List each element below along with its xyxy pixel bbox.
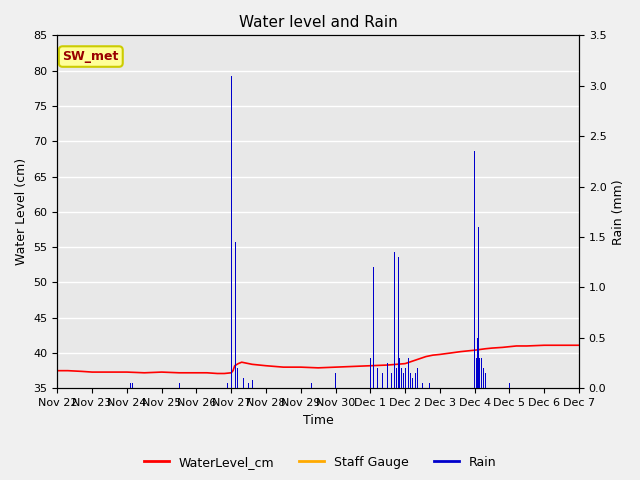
- Bar: [401, 368, 402, 388]
- Bar: [417, 368, 418, 388]
- Bar: [476, 358, 477, 388]
- Bar: [382, 373, 383, 388]
- Legend: WaterLevel_cm, Staff Gauge, Rain: WaterLevel_cm, Staff Gauge, Rain: [138, 451, 502, 474]
- Bar: [232, 368, 234, 388]
- Bar: [377, 368, 378, 388]
- Bar: [509, 383, 510, 388]
- Text: SW_met: SW_met: [63, 50, 119, 63]
- Bar: [408, 358, 409, 388]
- Bar: [399, 358, 401, 388]
- Bar: [311, 383, 312, 388]
- Bar: [373, 267, 374, 388]
- Bar: [130, 383, 131, 388]
- Bar: [429, 383, 430, 388]
- Bar: [477, 227, 479, 388]
- Bar: [231, 76, 232, 388]
- Bar: [412, 378, 413, 388]
- Bar: [404, 368, 406, 388]
- Bar: [227, 383, 228, 388]
- Bar: [237, 368, 238, 388]
- X-axis label: Time: Time: [303, 414, 333, 427]
- Bar: [370, 358, 371, 388]
- Bar: [335, 373, 336, 388]
- Bar: [474, 151, 475, 388]
- Bar: [243, 378, 244, 388]
- Y-axis label: Rain (mm): Rain (mm): [612, 179, 625, 245]
- Bar: [235, 242, 236, 388]
- Bar: [397, 257, 399, 388]
- Bar: [387, 363, 388, 388]
- Bar: [422, 383, 423, 388]
- Bar: [391, 373, 392, 388]
- Bar: [396, 368, 397, 388]
- Bar: [483, 368, 484, 388]
- Bar: [179, 383, 180, 388]
- Bar: [481, 358, 482, 388]
- Bar: [248, 383, 249, 388]
- Bar: [484, 373, 486, 388]
- Bar: [239, 373, 241, 388]
- Bar: [410, 373, 411, 388]
- Bar: [394, 252, 395, 388]
- Y-axis label: Water Level (cm): Water Level (cm): [15, 158, 28, 265]
- Bar: [403, 373, 404, 388]
- Bar: [477, 338, 478, 388]
- Title: Water level and Rain: Water level and Rain: [239, 15, 397, 30]
- Bar: [252, 380, 253, 388]
- Bar: [415, 373, 416, 388]
- Bar: [479, 358, 480, 388]
